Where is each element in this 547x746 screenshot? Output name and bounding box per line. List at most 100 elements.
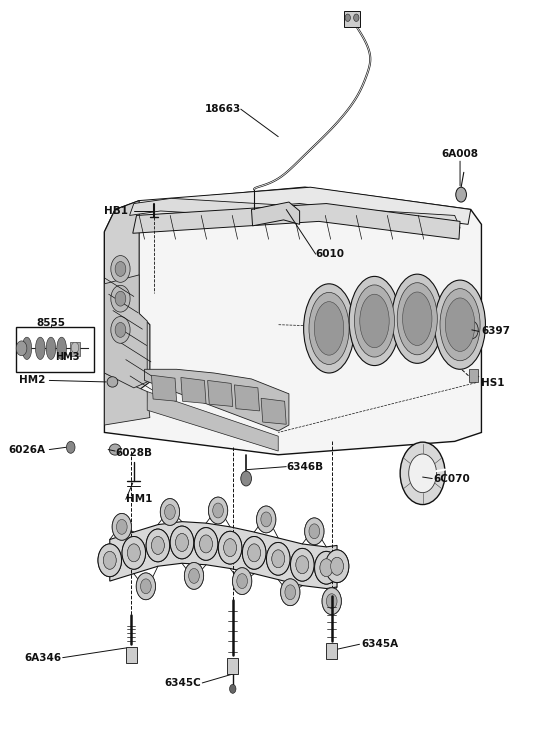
- Ellipse shape: [109, 444, 121, 455]
- Circle shape: [409, 454, 437, 492]
- Text: 6A346: 6A346: [25, 653, 62, 662]
- Circle shape: [111, 285, 130, 312]
- Ellipse shape: [107, 377, 118, 387]
- Bar: [469, 369, 478, 382]
- Circle shape: [141, 579, 151, 594]
- Circle shape: [281, 579, 300, 606]
- Ellipse shape: [57, 337, 66, 360]
- Polygon shape: [144, 369, 289, 431]
- Circle shape: [218, 531, 242, 564]
- Ellipse shape: [397, 283, 437, 355]
- Ellipse shape: [36, 337, 45, 360]
- Circle shape: [200, 535, 212, 553]
- Circle shape: [117, 519, 127, 534]
- Polygon shape: [208, 380, 233, 407]
- Circle shape: [194, 527, 218, 560]
- Circle shape: [241, 471, 252, 486]
- Circle shape: [320, 559, 333, 577]
- Text: 8555: 8555: [37, 319, 66, 328]
- Text: 6345C: 6345C: [164, 678, 201, 688]
- Bar: [69, 342, 80, 356]
- Ellipse shape: [435, 280, 485, 369]
- Text: HM3: HM3: [55, 351, 79, 362]
- Ellipse shape: [360, 294, 389, 348]
- Circle shape: [111, 316, 130, 343]
- Circle shape: [103, 551, 116, 569]
- Circle shape: [208, 497, 228, 524]
- Ellipse shape: [354, 285, 394, 357]
- Circle shape: [218, 531, 242, 564]
- Polygon shape: [104, 275, 147, 388]
- Circle shape: [136, 573, 155, 600]
- Bar: [327, 643, 337, 659]
- Circle shape: [242, 536, 266, 569]
- Text: 6345A: 6345A: [361, 639, 398, 649]
- Polygon shape: [115, 187, 471, 225]
- Text: 6028B: 6028B: [115, 448, 152, 458]
- Text: 6397: 6397: [481, 327, 510, 336]
- Polygon shape: [152, 375, 177, 401]
- Circle shape: [272, 550, 284, 568]
- Circle shape: [327, 594, 337, 609]
- Circle shape: [290, 548, 314, 581]
- Circle shape: [71, 342, 79, 353]
- Circle shape: [189, 568, 199, 583]
- Circle shape: [237, 574, 247, 589]
- Circle shape: [322, 588, 341, 615]
- Circle shape: [290, 548, 314, 581]
- Circle shape: [248, 544, 260, 562]
- Circle shape: [248, 544, 260, 562]
- Circle shape: [115, 291, 126, 306]
- Circle shape: [160, 498, 179, 525]
- Circle shape: [285, 585, 295, 600]
- Text: 6A008: 6A008: [441, 149, 479, 159]
- Circle shape: [115, 262, 126, 276]
- Ellipse shape: [304, 283, 354, 373]
- Circle shape: [122, 536, 146, 569]
- Polygon shape: [110, 521, 337, 589]
- Polygon shape: [104, 201, 150, 394]
- Circle shape: [456, 187, 467, 202]
- Circle shape: [146, 529, 170, 562]
- Ellipse shape: [315, 301, 344, 355]
- Circle shape: [170, 526, 194, 559]
- Circle shape: [224, 539, 236, 557]
- Ellipse shape: [403, 292, 432, 345]
- Circle shape: [98, 544, 121, 577]
- Text: 6C070: 6C070: [433, 474, 470, 483]
- Circle shape: [305, 518, 324, 545]
- Text: HM2: HM2: [19, 375, 45, 386]
- Circle shape: [285, 585, 295, 600]
- Ellipse shape: [22, 337, 32, 360]
- Text: HM1: HM1: [126, 495, 152, 504]
- Circle shape: [232, 568, 252, 595]
- Bar: [228, 658, 238, 674]
- Polygon shape: [133, 204, 460, 239]
- Circle shape: [176, 533, 188, 551]
- Circle shape: [266, 542, 290, 575]
- Bar: [344, 11, 360, 28]
- Circle shape: [160, 498, 179, 525]
- Circle shape: [281, 579, 300, 606]
- Circle shape: [257, 506, 276, 533]
- Circle shape: [272, 550, 284, 568]
- Circle shape: [320, 559, 333, 577]
- Circle shape: [16, 341, 27, 356]
- Circle shape: [111, 256, 130, 282]
- Circle shape: [127, 544, 140, 562]
- Text: 6026A: 6026A: [9, 445, 45, 454]
- Circle shape: [230, 684, 236, 693]
- Circle shape: [189, 568, 199, 583]
- Text: 6010: 6010: [316, 249, 345, 259]
- Circle shape: [136, 573, 155, 600]
- Circle shape: [112, 513, 131, 540]
- Circle shape: [330, 557, 344, 575]
- Circle shape: [98, 544, 121, 577]
- Ellipse shape: [309, 292, 349, 365]
- Text: 6346B: 6346B: [286, 462, 323, 471]
- Polygon shape: [181, 377, 206, 404]
- Circle shape: [309, 524, 319, 539]
- Circle shape: [184, 562, 203, 589]
- Circle shape: [170, 526, 194, 559]
- Circle shape: [232, 568, 252, 595]
